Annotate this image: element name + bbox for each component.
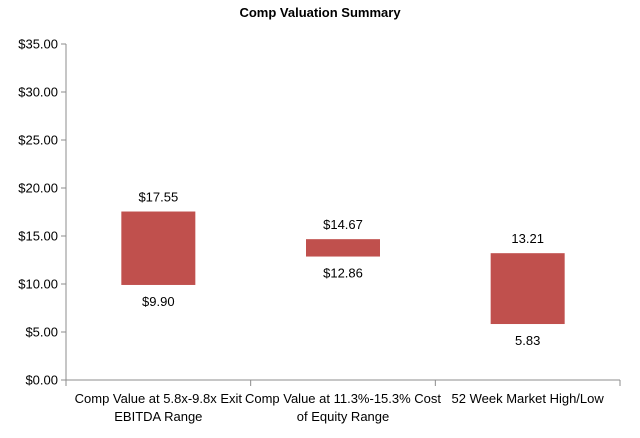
- y-tick-label: $25.00: [18, 133, 58, 148]
- y-tick-label: $15.00: [18, 229, 58, 244]
- y-tick-label: $30.00: [18, 85, 58, 100]
- y-tick-label: $5.00: [25, 325, 58, 340]
- high-value-label: 13.21: [511, 231, 544, 246]
- range-bar: [121, 211, 196, 285]
- high-value-label: $14.67: [323, 217, 363, 232]
- category-label: Comp Value at 5.8x-9.8x Exit: [75, 391, 243, 406]
- category-label: Comp Value at 11.3%-15.3% Cost: [245, 391, 441, 406]
- y-tick-label: $10.00: [18, 277, 58, 292]
- low-value-label: 5.83: [515, 333, 540, 348]
- category-label: EBITDA Range: [114, 409, 202, 424]
- y-tick-label: $35.00: [18, 37, 58, 52]
- range-bar: [306, 239, 380, 257]
- range-bar: [490, 253, 565, 325]
- low-value-label: $9.90: [142, 294, 175, 309]
- category-label: of Equity Range: [297, 409, 390, 424]
- chart-title: Comp Valuation Summary: [239, 5, 401, 20]
- y-tick-label: $0.00: [25, 373, 58, 388]
- y-tick-label: $20.00: [18, 181, 58, 196]
- high-value-label: $17.55: [138, 190, 178, 205]
- category-label: 52 Week Market High/Low: [452, 391, 605, 406]
- low-value-label: $12.86: [323, 266, 363, 281]
